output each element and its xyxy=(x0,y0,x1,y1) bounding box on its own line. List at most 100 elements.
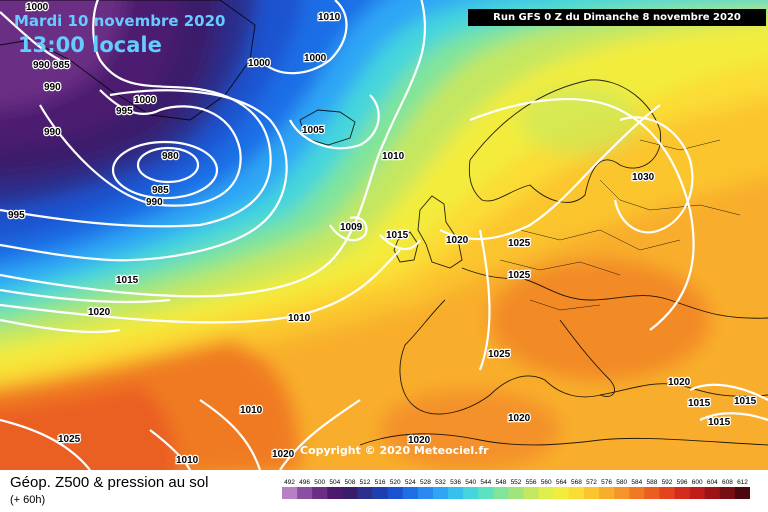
scale-tick-label: 516 xyxy=(375,479,386,486)
isobar-1005 xyxy=(289,94,380,150)
pressure-label: 1025 xyxy=(488,349,511,360)
pressure-label-layer: 1000 1010 1000 1000 990 985 990 995 1000… xyxy=(7,1,758,467)
pressure-label: 980 xyxy=(162,151,179,162)
scale-tick-label: 600 xyxy=(692,479,703,486)
scale-swatch xyxy=(463,487,479,499)
scale-tick-label: 564 xyxy=(556,479,567,486)
coast-greenland xyxy=(0,0,256,121)
scale-tick-label: 556 xyxy=(526,479,537,486)
scale-tick-label: 584 xyxy=(631,479,642,486)
scale-swatch xyxy=(387,487,404,499)
pressure-label: 1015 xyxy=(734,396,757,407)
scale-tick-label: 512 xyxy=(360,479,371,486)
pressure-label: 995 xyxy=(116,106,133,117)
pressure-label: 1015 xyxy=(386,230,409,241)
isobar-1000a xyxy=(0,11,288,262)
pressure-label: 1005 xyxy=(302,125,325,136)
color-scale: 492 496 500 504 508 512 516 520 524 528 532 536 540 5… xyxy=(282,479,750,499)
scale-swatch xyxy=(614,487,630,499)
scale-swatch xyxy=(357,487,373,499)
scale-tick-label: 544 xyxy=(480,479,491,486)
pressure-label: 1010 xyxy=(318,12,341,23)
pressure-label: 990 xyxy=(33,60,50,71)
pressure-label: 1000 xyxy=(304,53,327,64)
isobar-1000b xyxy=(259,0,348,75)
isobar-980 xyxy=(136,146,200,184)
isobar-1015b xyxy=(689,383,768,422)
pressure-label: 1010 xyxy=(288,313,311,324)
scale-swatch xyxy=(372,487,388,499)
pressure-label: 1010 xyxy=(176,455,199,466)
scale-swatch xyxy=(629,487,645,499)
pressure-label: 1020 xyxy=(508,413,531,424)
scale-tick-label: 568 xyxy=(571,479,582,486)
isobar-1030 xyxy=(613,116,694,234)
scale-swatch xyxy=(689,487,705,499)
pressure-label: 1000 xyxy=(26,2,49,13)
isobars xyxy=(0,0,768,470)
pressure-label: 995 xyxy=(8,210,25,221)
scale-swatch xyxy=(599,487,615,499)
legend-footer: Géop. Z500 & pression au sol (+ 60h) 492… xyxy=(0,470,768,512)
scale-tick-label: 508 xyxy=(344,479,355,486)
scale-tick-label: 492 xyxy=(284,479,295,486)
pressure-label: 985 xyxy=(53,60,70,71)
scale-tick-label: 552 xyxy=(511,479,522,486)
isobar-990 xyxy=(39,89,242,207)
model-run-label: Run GFS 0 Z du Dimanche 8 novembre 2020 xyxy=(468,9,766,26)
scale-swatch xyxy=(493,487,509,499)
isobar-995 xyxy=(0,0,272,228)
pressure-label: 985 xyxy=(152,185,169,196)
pressure-label: 990 xyxy=(44,127,61,138)
scale-tick-label: 540 xyxy=(465,479,476,486)
scale-swatch xyxy=(568,487,585,499)
pressure-label: 1030 xyxy=(632,172,655,183)
scale-swatch xyxy=(704,487,721,499)
isobar-1010 xyxy=(0,0,427,298)
scale-swatch xyxy=(523,487,539,499)
isobar-1020 xyxy=(0,104,661,470)
scale-tick-label: 536 xyxy=(450,479,461,486)
scale-swatch xyxy=(674,487,690,499)
scale-swatch xyxy=(312,487,328,499)
scale-tick-label: 608 xyxy=(722,479,733,486)
scale-swatch xyxy=(538,487,554,499)
scale-swatch xyxy=(417,487,434,499)
isobar-985 xyxy=(111,140,219,200)
geopotential-shading xyxy=(0,0,768,470)
pressure-label: 1025 xyxy=(58,434,81,445)
scale-tick-label: 548 xyxy=(495,479,506,486)
pressure-label: 1000 xyxy=(248,58,271,69)
pressure-label: 1025 xyxy=(508,238,531,249)
scale-tick-label: 580 xyxy=(616,479,627,486)
chart-title: Géop. Z500 & pression au sol xyxy=(10,474,209,491)
scale-swatch xyxy=(719,487,736,499)
copyright-notice: Copyright © 2020 Meteociel.fr xyxy=(300,444,489,457)
coast-scandinavia xyxy=(468,79,662,203)
forecast-date: Mardi 10 novembre 2020 xyxy=(14,12,226,30)
pressure-label: 1020 xyxy=(88,307,111,318)
pressure-label: 1020 xyxy=(446,235,469,246)
pressure-label: 1000 xyxy=(134,95,157,106)
scale-tick-label: 604 xyxy=(707,479,718,486)
pressure-label: 1015 xyxy=(708,417,731,428)
scale-tick-label: 612 xyxy=(737,479,748,486)
scale-tick-label: 496 xyxy=(299,479,310,486)
coast-italy xyxy=(559,319,615,397)
pressure-label: 1010 xyxy=(240,405,263,416)
coast-ireland xyxy=(393,231,419,263)
scale-tick-label: 500 xyxy=(314,479,325,486)
pressure-label: 1020 xyxy=(408,435,431,446)
scale-swatch xyxy=(433,487,449,499)
pressure-label: 990 xyxy=(44,82,61,93)
scale-swatch xyxy=(297,487,313,499)
coast-africa xyxy=(359,433,768,446)
isobar-1015 xyxy=(0,234,421,324)
coast-britain xyxy=(417,195,463,269)
scale-tick-label: 528 xyxy=(420,479,431,486)
pressure-label: 1020 xyxy=(668,377,691,388)
scale-swatch xyxy=(734,487,750,499)
scale-swatch xyxy=(553,487,570,499)
scale-swatch xyxy=(478,487,494,499)
pressure-label: 990 xyxy=(146,197,163,208)
